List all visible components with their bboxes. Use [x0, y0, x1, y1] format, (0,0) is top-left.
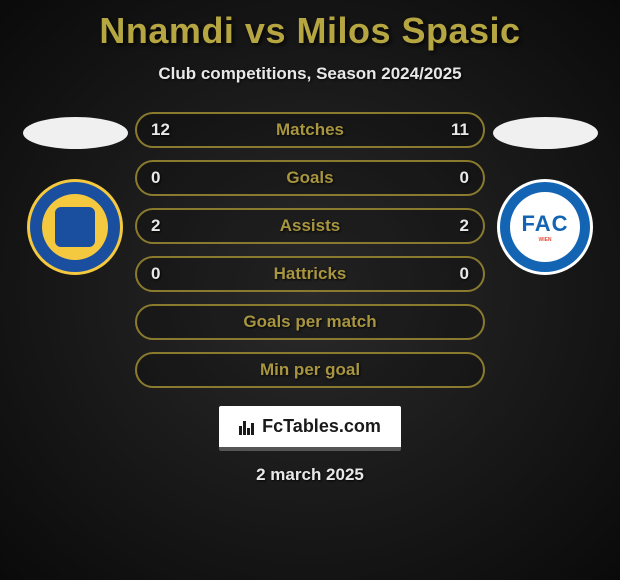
- right-club-logo-inner: FAC WIEN: [510, 192, 580, 262]
- stat-row: 12 Matches 11: [135, 112, 485, 148]
- stat-label: Hattricks: [274, 264, 347, 284]
- right-club-logo-subtext: WIEN: [538, 237, 551, 243]
- stat-left-value: 0: [151, 264, 175, 284]
- stat-left-value: 0: [151, 168, 175, 188]
- stat-label: Assists: [280, 216, 340, 236]
- page-title: Nnamdi vs Milos Spasic: [0, 10, 620, 52]
- stat-row: 0 Hattricks 0: [135, 256, 485, 292]
- stat-left-value: 2: [151, 216, 175, 236]
- stat-label: Min per goal: [260, 360, 360, 380]
- stat-right-value: 0: [445, 264, 469, 284]
- stat-left-value: 12: [151, 120, 175, 140]
- left-club-logo: [27, 179, 123, 275]
- stat-row: Min per goal: [135, 352, 485, 388]
- right-player-name-plate: [493, 117, 598, 149]
- right-club-logo-text: FAC: [522, 211, 569, 237]
- right-club-logo: FAC WIEN: [497, 179, 593, 275]
- brand-text: FcTables.com: [262, 416, 381, 437]
- left-player-side: [15, 112, 135, 275]
- left-club-logo-core: [55, 207, 95, 247]
- date-label: 2 march 2025: [256, 465, 364, 485]
- brand-badge[interactable]: FcTables.com: [219, 406, 401, 451]
- footer: FcTables.com 2 march 2025: [0, 406, 620, 485]
- stat-right-value: 2: [445, 216, 469, 236]
- left-player-name-plate: [23, 117, 128, 149]
- stat-label: Goals: [286, 168, 333, 188]
- subtitle: Club competitions, Season 2024/2025: [0, 64, 620, 84]
- stat-row: Goals per match: [135, 304, 485, 340]
- main-area: 12 Matches 11 0 Goals 0 2 Assists 2 0 Hattricks 0 Go…: [0, 112, 620, 388]
- stat-label: Goals per match: [243, 312, 376, 332]
- stat-row: 0 Goals 0: [135, 160, 485, 196]
- stats-list: 12 Matches 11 0 Goals 0 2 Assists 2 0 Hattricks 0 Go…: [135, 112, 485, 388]
- stat-right-value: 0: [445, 168, 469, 188]
- right-player-side: FAC WIEN: [485, 112, 605, 275]
- stat-row: 2 Assists 2: [135, 208, 485, 244]
- stat-label: Matches: [276, 120, 344, 140]
- comparison-card: Nnamdi vs Milos Spasic Club competitions…: [0, 0, 620, 485]
- left-club-logo-inner: [42, 194, 108, 260]
- stat-right-value: 11: [445, 120, 469, 140]
- bar-chart-icon: [239, 419, 254, 435]
